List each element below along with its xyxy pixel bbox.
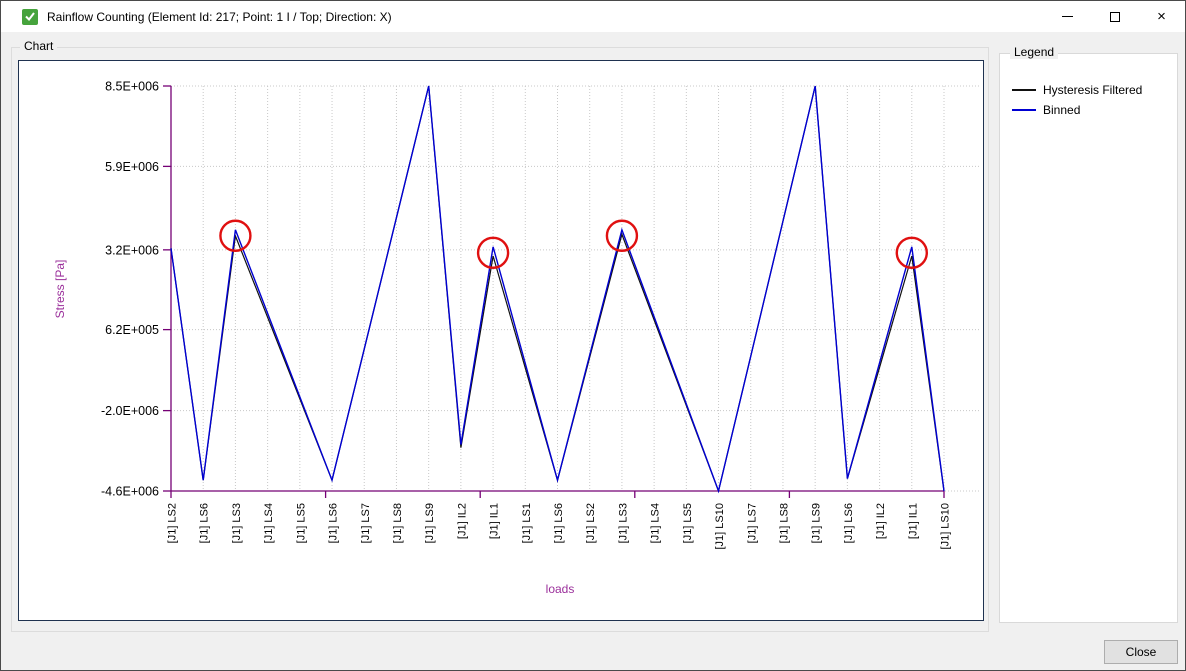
x-category-label: [J1] IL2 — [875, 503, 887, 539]
x-category-label: [J1] LS7 — [746, 503, 758, 543]
x-category-label: [J1] LS6 — [553, 503, 565, 543]
x-category-label: [J1] IL1 — [489, 503, 501, 539]
y-axis-title: Stress [Pa] — [53, 260, 67, 319]
chart-groupbox-label: Chart — [20, 39, 58, 53]
x-category-label: [J1] LS1 — [521, 503, 533, 543]
legend-item-hysteresis-filtered: Hysteresis Filtered — [1012, 80, 1177, 100]
y-tick-label: 5.9E+006 — [105, 160, 159, 174]
legend-item-label: Hysteresis Filtered — [1043, 83, 1143, 97]
close-button[interactable]: Close — [1104, 640, 1178, 664]
minimize-button[interactable] — [1044, 1, 1091, 32]
legend-items: Hysteresis Filtered Binned — [1000, 80, 1177, 120]
minimize-icon — [1062, 16, 1073, 17]
series-binned — [170, 85, 945, 494]
peak-annotation-circle — [605, 219, 639, 252]
maximize-button[interactable] — [1091, 1, 1138, 32]
y-tick-label: 8.5E+006 — [105, 80, 159, 94]
legend-groupbox-label: Legend — [1010, 45, 1059, 59]
title-bar: Rainflow Counting (Element Id: 217; Poin… — [1, 1, 1185, 32]
x-category-label: [J1] LS5 — [295, 503, 307, 543]
close-window-button[interactable]: × — [1138, 1, 1185, 32]
x-category-label: [J1] LS9 — [424, 503, 436, 543]
x-category-label: [J1] LS7 — [360, 503, 372, 543]
y-tick-label: -2.0E+006 — [101, 404, 159, 418]
hysteresis-filtered-line-swatch — [1012, 89, 1036, 91]
x-category-label: [J1] LS10 — [714, 503, 726, 549]
x-category-label: [J1] LS2 — [585, 503, 597, 543]
x-category-label: [J1] LS5 — [682, 503, 694, 543]
peak-annotation-circle — [476, 236, 510, 269]
x-category-label: [J1] LS3 — [231, 503, 243, 543]
legend-item-binned: Binned — [1012, 100, 1177, 120]
x-category-label: [J1] LS6 — [199, 503, 211, 543]
peak-annotation-circle — [219, 219, 252, 252]
y-tick-label: 3.2E+006 — [105, 243, 159, 257]
window-title: Rainflow Counting (Element Id: 217; Poin… — [47, 9, 392, 24]
y-tick-label: -4.6E+006 — [101, 485, 159, 499]
x-category-label: [J1] LS6 — [328, 503, 340, 543]
x-category-label: [J1] IL2 — [456, 503, 468, 539]
chart-panel: 8.5E+006 5.9E+006 3.2E+006 6.2E+005 -2.0E+00… — [18, 60, 984, 621]
x-category-label: [J1] LS9 — [811, 503, 823, 543]
chart-groupbox: Chart 8.5E+006 5.9E+006 3.2E+006 6.2E+005 -2… — [11, 39, 989, 632]
x-category-label: [J1] LS4 — [650, 503, 662, 543]
window-controls: × — [1044, 1, 1185, 32]
legend-groupbox: Legend Hysteresis Filtered Binned — [999, 45, 1178, 623]
checkmark-icon — [25, 12, 35, 21]
x-category-label: [J1] LS2 — [167, 503, 179, 543]
x-category-label: [J1] IL1 — [907, 503, 919, 539]
rainflow-chart: 8.5E+006 5.9E+006 3.2E+006 6.2E+005 -2.0E+00… — [53, 80, 981, 596]
binned-line-swatch — [1012, 109, 1036, 111]
x-category-label: [J1] LS10 — [940, 503, 952, 549]
x-category-label: [J1] LS6 — [843, 503, 855, 543]
maximize-icon — [1109, 11, 1120, 22]
x-axis-title: loads — [546, 582, 575, 596]
x-category-label: [J1] LS8 — [392, 503, 404, 543]
green-checkbox-icon — [22, 8, 38, 25]
peak-annotation-circle — [895, 236, 928, 269]
x-category-label: [J1] LS8 — [778, 503, 790, 543]
x-category-label: [J1] LS3 — [617, 503, 629, 543]
y-tick-label: 6.2E+005 — [105, 323, 159, 337]
legend-item-label: Binned — [1043, 103, 1081, 117]
close-icon: × — [1157, 7, 1166, 25]
x-category-label: [J1] LS4 — [263, 503, 275, 543]
